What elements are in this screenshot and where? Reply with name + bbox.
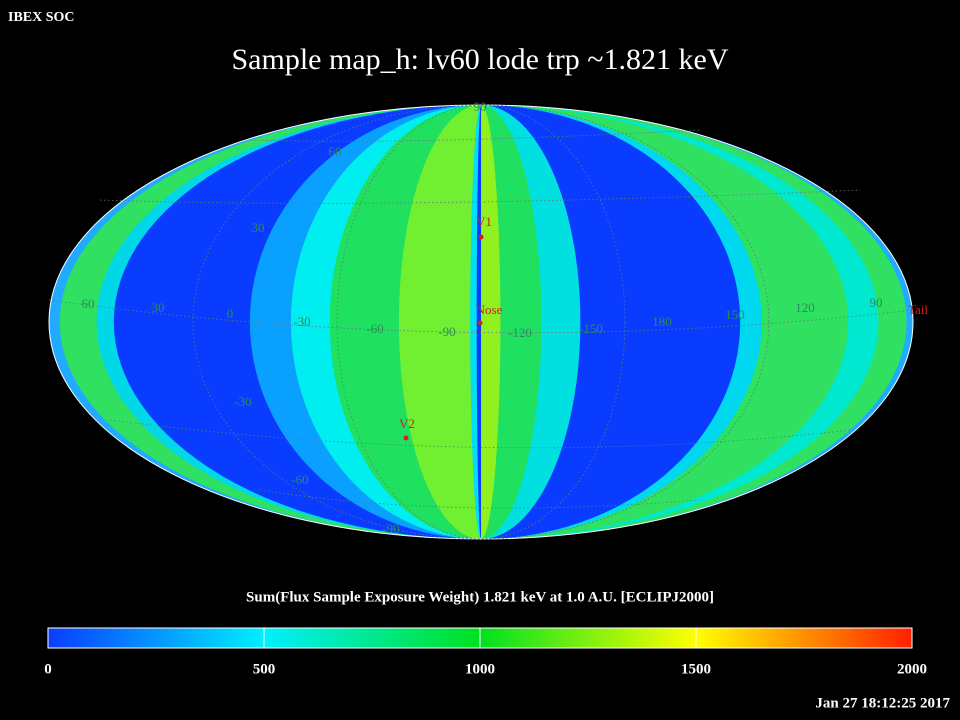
latitude-label: -60 [291,472,308,487]
marker-label: Tail [908,302,928,317]
sky-map [48,104,914,540]
longitude-label: 90 [870,295,883,310]
grid-line [259,489,701,509]
latitude-label: 90 [474,99,487,114]
colorbar-tick-label: 2000 [897,661,927,677]
longitude-label: -120 [508,325,532,340]
marker-label: V1 [476,214,492,229]
timestamp: Jan 27 18:12:25 2017 [815,695,950,711]
marker-dot [477,320,483,326]
map-labels: 60 30 0 -30 -60 -90 -120 -150 180 150 120 90 90 60 30 -… [82,99,929,536]
longitude-label: -90 [438,324,455,339]
marker-dot [403,435,409,441]
map-outline [48,104,914,540]
longitude-label: 30 [152,300,165,315]
org-label: IBEX SOC [8,10,75,25]
colorbar-tick-label: 0 [44,661,52,677]
grid-line [109,419,851,449]
map-title: Sample map_h: lv60 lode trp ~1.821 keV [232,43,729,76]
longitude-label: -60 [366,321,383,336]
longitude-label: 120 [795,300,815,315]
latitude-label: -90 [382,521,399,536]
grid-line [249,129,701,142]
grid-line [48,299,914,334]
grid [48,104,914,540]
colorbar-ticks: 0 500 1000 1500 2000 [44,628,927,677]
colorbar-tick-label: 1500 [681,661,711,677]
longitude-label: -30 [293,314,310,329]
latitude-label: 30 [252,220,265,235]
longitude-label: 0 [227,306,234,321]
longitude-label: 180 [652,314,672,329]
latitude-label: 60 [329,144,342,159]
colorbar-tick-label: 1000 [465,661,495,677]
map-band [481,105,501,539]
colorbar-label: Sum(Flux Sample Exposure Weight) 1.821 k… [246,589,714,605]
marker-label: Nose [476,302,503,317]
map-band [398,105,481,539]
grid-line [192,104,770,540]
colorbar-tick-label: 500 [253,661,276,677]
longitude-label: 60 [82,296,95,311]
longitude-label: -150 [579,321,603,336]
grid-line [336,104,626,540]
latitude-label: -30 [234,394,251,409]
marker-label: V2 [399,416,415,431]
grid-line [99,189,861,204]
longitude-label: 150 [725,307,745,322]
marker-dot [478,234,484,240]
